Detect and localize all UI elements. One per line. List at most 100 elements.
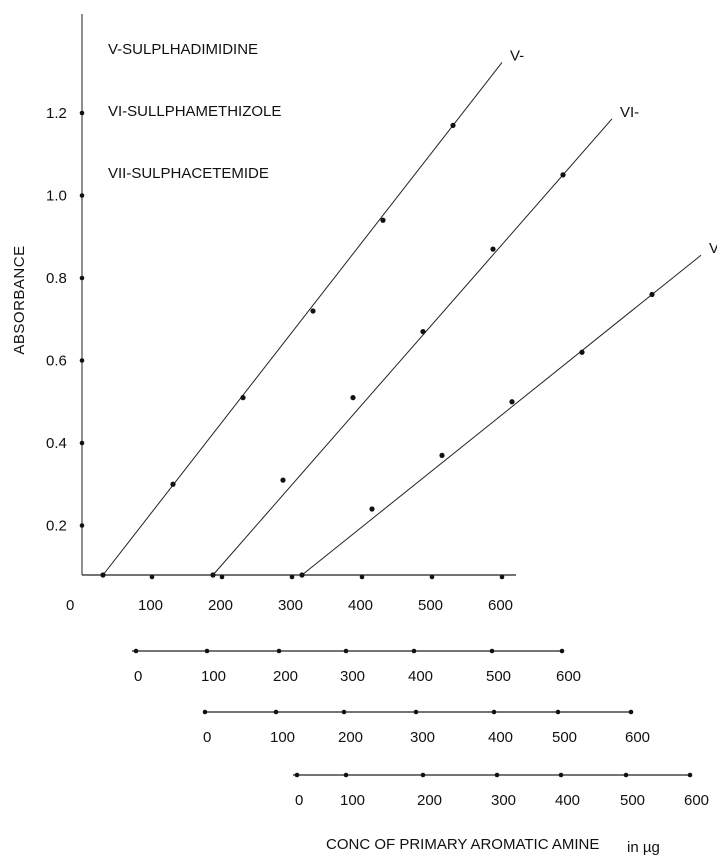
- legend-entry-v: V-SULPLHADIMIDINE: [108, 41, 258, 58]
- sub-axis-tick-dot: [555, 709, 561, 715]
- y-tick-label: 1.2: [46, 105, 67, 122]
- data-point-VI: [350, 395, 356, 401]
- y-tick-label: 0.4: [46, 435, 67, 452]
- x-tick-label: 600: [488, 597, 513, 614]
- data-point-VI: [420, 329, 426, 335]
- sub-axis-tick-label: 500: [620, 792, 645, 809]
- y-tick-dot: [79, 358, 85, 363]
- x-tick-label: 100: [138, 597, 163, 614]
- data-point-VI: [280, 477, 286, 483]
- legend: V-SULPLHADIMIDINE VI-SULLPHAMETHIZOLE VI…: [108, 41, 281, 182]
- y-tick-dot: [79, 523, 85, 528]
- sub-axis-tick-label: 600: [625, 729, 650, 746]
- sub-axis-tick-dot: [559, 648, 565, 654]
- sub-axis-tick-dot: [494, 772, 500, 778]
- sub-axis-tick-label: 300: [410, 729, 435, 746]
- y-tick-label: 0.8: [46, 270, 67, 287]
- x-tick-dot: [499, 574, 505, 580]
- sub-axis-tick-label: 400: [488, 729, 513, 746]
- sub-axis-tick-dot: [202, 709, 208, 715]
- data-point-VII: [369, 506, 375, 512]
- series-line-VI: [212, 118, 613, 576]
- series-label-V: V-: [510, 47, 524, 64]
- series-label-VI: VI-: [620, 104, 639, 121]
- sub-axis-tick-label: 200: [338, 729, 363, 746]
- sub-axis-tick-dot: [489, 648, 495, 654]
- x-tick-dot: [429, 574, 435, 580]
- data-point-VII: [649, 291, 655, 298]
- sub-axis-tick-label: 0: [295, 792, 303, 809]
- y-axis-label: ABSORBANCE: [11, 245, 28, 354]
- sub-axis-tick-dot: [341, 709, 347, 715]
- data-point-VI: [210, 572, 216, 578]
- data-point-VI: [560, 172, 566, 178]
- sub-axis-tick-dot: [273, 709, 279, 715]
- sub-axis-tick-dot: [133, 648, 139, 654]
- legend-entry-vii: VII-SULPHACETEMIDE: [108, 165, 269, 182]
- x-tick-label: 500: [418, 597, 443, 614]
- axes-layer: 0.2 0.4 0.6 0.8 1.0 1.2 0 100 200 300 400 500 600 0 10…: [46, 14, 709, 809]
- data-point-V: [450, 122, 456, 128]
- data-point-VII: [579, 349, 585, 355]
- data-point-V: [170, 481, 176, 487]
- sub-axis-tick-dot: [413, 709, 419, 715]
- data-point-VII: [299, 572, 305, 578]
- x-tick-dot: [289, 574, 295, 580]
- data-point-V: [380, 217, 386, 223]
- series-label-VII: VII: [709, 240, 717, 257]
- y-tick-label: 0.2: [46, 518, 67, 535]
- sub-axis-tick-dot: [343, 648, 349, 654]
- y-tick-label: 0.6: [46, 353, 67, 370]
- sub-axis-tick-dot: [294, 772, 300, 778]
- sub-axis-tick-label: 300: [491, 792, 516, 809]
- y-tick-dot: [79, 275, 85, 281]
- data-point-VII: [439, 452, 445, 458]
- x-tick-label: 200: [208, 597, 233, 614]
- data-point-V: [240, 395, 246, 401]
- sub-axis-tick-label: 600: [556, 668, 581, 685]
- sub-axis-tick-label: 100: [340, 792, 365, 809]
- sub-axis-tick-label: 500: [552, 729, 577, 746]
- sub-axis-tick-dot: [491, 709, 497, 715]
- series-line-V: [102, 62, 503, 576]
- series-layer: V- VI- VII: [100, 47, 717, 578]
- sub-axis-tick-label: 600: [684, 792, 709, 809]
- x-tick-label: 0: [66, 597, 74, 614]
- sub-axis-tick-label: 400: [408, 668, 433, 685]
- sub-axis-tick-dot: [623, 772, 629, 778]
- data-point-V: [100, 572, 106, 578]
- sub-axis-tick-label: 100: [270, 729, 295, 746]
- x-tick-label: 300: [278, 597, 303, 614]
- x-tick-label: 400: [348, 597, 373, 614]
- x-tick-dot: [149, 574, 155, 580]
- series-line-VII: [301, 254, 702, 576]
- sub-axis-tick-label: 0: [203, 729, 211, 746]
- y-tick-dot: [79, 440, 85, 446]
- sub-axis-tick-label: 200: [273, 668, 298, 685]
- x-tick-dot: [359, 574, 365, 580]
- sub-axis-tick-dot: [343, 772, 349, 778]
- data-point-VII: [509, 399, 515, 405]
- sub-axis-tick-dot: [411, 648, 417, 654]
- sub-axis-tick-label: 400: [555, 792, 580, 809]
- data-point-VI: [490, 246, 496, 252]
- sub-axis-tick-dot: [628, 709, 634, 715]
- sub-axis-tick-dot: [687, 772, 693, 778]
- sub-axis-tick-dot: [558, 772, 564, 778]
- sub-axis-tick-label: 200: [417, 792, 442, 809]
- legend-entry-vi: VI-SULLPHAMETHIZOLE: [108, 103, 281, 120]
- sub-axis-tick-dot: [276, 648, 282, 654]
- y-tick-label: 1.0: [46, 188, 67, 205]
- x-axis-label: CONC OF PRIMARY AROMATIC AMINE: [326, 836, 599, 853]
- sub-axis-tick-dot: [204, 648, 210, 654]
- x-tick-dot: [219, 574, 225, 580]
- sub-axis-tick-label: 500: [486, 668, 511, 685]
- y-tick-dot: [79, 110, 85, 116]
- sub-axis-tick-label: 100: [201, 668, 226, 685]
- y-tick-dot: [79, 193, 85, 198]
- sub-axis-tick-label: 0: [134, 668, 142, 685]
- data-point-V: [310, 308, 316, 314]
- x-axis-unit: in µg: [627, 839, 660, 856]
- sub-axis-tick-label: 300: [340, 668, 365, 685]
